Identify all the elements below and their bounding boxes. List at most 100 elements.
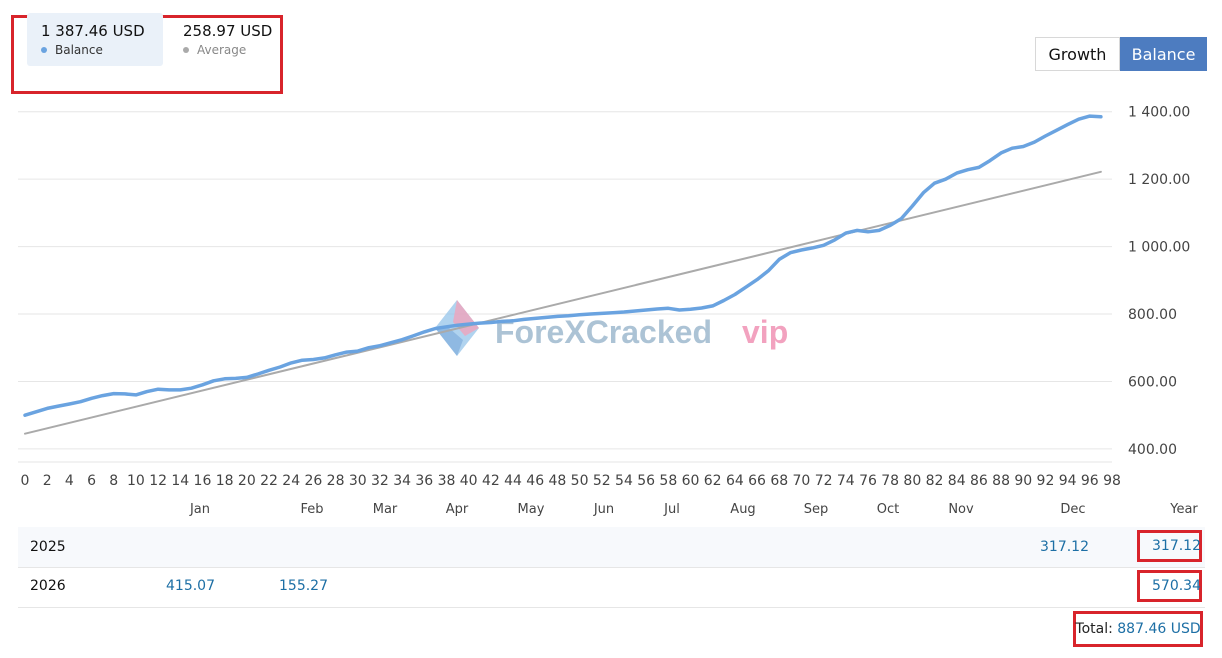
y-tick-label: 800.00 bbox=[1128, 307, 1177, 323]
y-tick-label: 400.00 bbox=[1128, 442, 1177, 458]
y-tick-label: 1 200.00 bbox=[1128, 172, 1190, 188]
average-label: Average bbox=[197, 43, 247, 57]
balance-line bbox=[23, 114, 1103, 417]
x-tick-label: 0 bbox=[21, 473, 30, 489]
x-tick-label: 2 bbox=[43, 473, 52, 489]
x-tick-label: 82 bbox=[926, 473, 944, 489]
x-tick-label: 80 bbox=[903, 473, 921, 489]
average-dot-icon bbox=[183, 46, 189, 53]
jan-2026-value[interactable]: 415.07 bbox=[166, 578, 215, 594]
balance-toggle-button[interactable]: Balance bbox=[1120, 37, 1207, 71]
balance-chart: 400.00 600.00 800.00 1 000.00 1 200.00 1 400.… bbox=[18, 105, 1190, 489]
total-value: 887.46 USD bbox=[1117, 621, 1201, 637]
x-tick-label: 26 bbox=[304, 473, 322, 489]
x-tick-label: 40 bbox=[460, 473, 478, 489]
year-2026-total[interactable]: 570.34 bbox=[1152, 578, 1201, 594]
feb-2026-value[interactable]: 155.27 bbox=[279, 578, 328, 594]
x-tick-label: 6 bbox=[87, 473, 96, 489]
month-header-year: Year bbox=[1170, 502, 1198, 517]
x-tick-label: 22 bbox=[260, 473, 278, 489]
x-tick-label: 92 bbox=[1037, 473, 1055, 489]
table-row-2026: 2026 415.07 155.27 bbox=[18, 567, 1205, 607]
x-tick-label: 48 bbox=[548, 473, 566, 489]
watermark-text-2: vip bbox=[742, 314, 788, 350]
x-tick-label: 90 bbox=[1014, 473, 1032, 489]
year-2025-total[interactable]: 317.12 bbox=[1152, 538, 1201, 554]
x-tick-label: 64 bbox=[726, 473, 744, 489]
x-tick-label: 16 bbox=[194, 473, 212, 489]
legend-average[interactable]: 258.97 USD Average bbox=[169, 13, 281, 66]
x-tick-label: 10 bbox=[127, 473, 145, 489]
y-tick-label: 1 400.00 bbox=[1128, 105, 1190, 121]
year-2025-highlight-box bbox=[1137, 530, 1202, 562]
x-tick-label: 4 bbox=[65, 473, 74, 489]
month-header-sep: Sep bbox=[803, 502, 829, 517]
x-tick-label: 44 bbox=[504, 473, 522, 489]
month-header-dec: Dec bbox=[1060, 502, 1086, 517]
row-divider bbox=[18, 607, 1205, 608]
x-tick-label: 32 bbox=[371, 473, 389, 489]
month-header-aug: Aug bbox=[730, 502, 756, 517]
x-tick-label: 18 bbox=[216, 473, 234, 489]
dec-2025-value[interactable]: 317.12 bbox=[1040, 539, 1089, 555]
month-header-jun: Jun bbox=[593, 502, 615, 517]
total-label: Total: bbox=[1075, 621, 1113, 637]
x-tick-label: 34 bbox=[393, 473, 411, 489]
growth-toggle-button[interactable]: Growth bbox=[1035, 37, 1120, 71]
balance-dot-icon bbox=[41, 46, 47, 53]
balance-label-row: Balance bbox=[41, 43, 153, 57]
x-tick-label: 30 bbox=[349, 473, 367, 489]
x-tick-label: 54 bbox=[615, 473, 633, 489]
balance-label: Balance bbox=[55, 43, 103, 57]
x-tick-label: 58 bbox=[659, 473, 677, 489]
x-tick-label: 52 bbox=[593, 473, 611, 489]
month-header-oct: Oct bbox=[876, 502, 900, 517]
x-tick-label: 78 bbox=[881, 473, 899, 489]
x-tick-label: 50 bbox=[571, 473, 589, 489]
row-divider bbox=[18, 567, 1205, 568]
x-tick-label: 60 bbox=[682, 473, 700, 489]
y-tick-label: 1 000.00 bbox=[1128, 240, 1190, 256]
x-tick-label: 24 bbox=[282, 473, 300, 489]
average-value: 258.97 USD bbox=[183, 22, 273, 40]
x-tick-label: 46 bbox=[526, 473, 544, 489]
x-tick-label: 56 bbox=[637, 473, 655, 489]
x-tick-label: 70 bbox=[793, 473, 811, 489]
year-2026-highlight-box bbox=[1137, 570, 1202, 602]
year-label-2025: 2025 bbox=[30, 539, 66, 555]
x-tick-label: 72 bbox=[815, 473, 833, 489]
month-header-nov: Nov bbox=[948, 502, 974, 517]
x-tick-label: 98 bbox=[1103, 473, 1121, 489]
month-header-apr: Apr bbox=[445, 502, 469, 517]
x-tick-label: 76 bbox=[859, 473, 877, 489]
year-label-2026: 2026 bbox=[30, 578, 66, 594]
total-box: Total: 887.46 USD bbox=[1073, 611, 1203, 647]
month-header-may: May bbox=[517, 502, 545, 517]
x-tick-label: 66 bbox=[748, 473, 766, 489]
x-tick-label: 94 bbox=[1059, 473, 1077, 489]
x-tick-label: 12 bbox=[149, 473, 167, 489]
x-tick-label: 8 bbox=[109, 473, 118, 489]
x-tick-label: 84 bbox=[948, 473, 966, 489]
x-tick-label: 42 bbox=[482, 473, 500, 489]
watermark: ForeXCracked vip bbox=[435, 300, 788, 356]
x-tick-label: 28 bbox=[327, 473, 345, 489]
x-tick-label: 96 bbox=[1081, 473, 1099, 489]
x-tick-label: 74 bbox=[837, 473, 855, 489]
table-row-2025: 2025 317.12 bbox=[18, 527, 1205, 567]
month-header-jul: Jul bbox=[664, 502, 680, 517]
balance-value: 1 387.46 USD bbox=[41, 22, 145, 40]
average-line bbox=[24, 170, 1102, 435]
month-header-mar: Mar bbox=[372, 502, 398, 517]
x-tick-label: 86 bbox=[970, 473, 988, 489]
x-tick-label: 88 bbox=[992, 473, 1010, 489]
x-tick-label: 14 bbox=[171, 473, 189, 489]
y-tick-label: 600.00 bbox=[1128, 374, 1177, 390]
month-header-jan: Jan bbox=[189, 502, 211, 517]
x-tick-label: 20 bbox=[238, 473, 256, 489]
x-tick-label: 68 bbox=[770, 473, 788, 489]
x-tick-label: 62 bbox=[704, 473, 722, 489]
legend-balance[interactable]: 1 387.46 USD Balance bbox=[27, 13, 163, 66]
month-header-feb: Feb bbox=[300, 502, 324, 517]
x-tick-label: 38 bbox=[438, 473, 456, 489]
